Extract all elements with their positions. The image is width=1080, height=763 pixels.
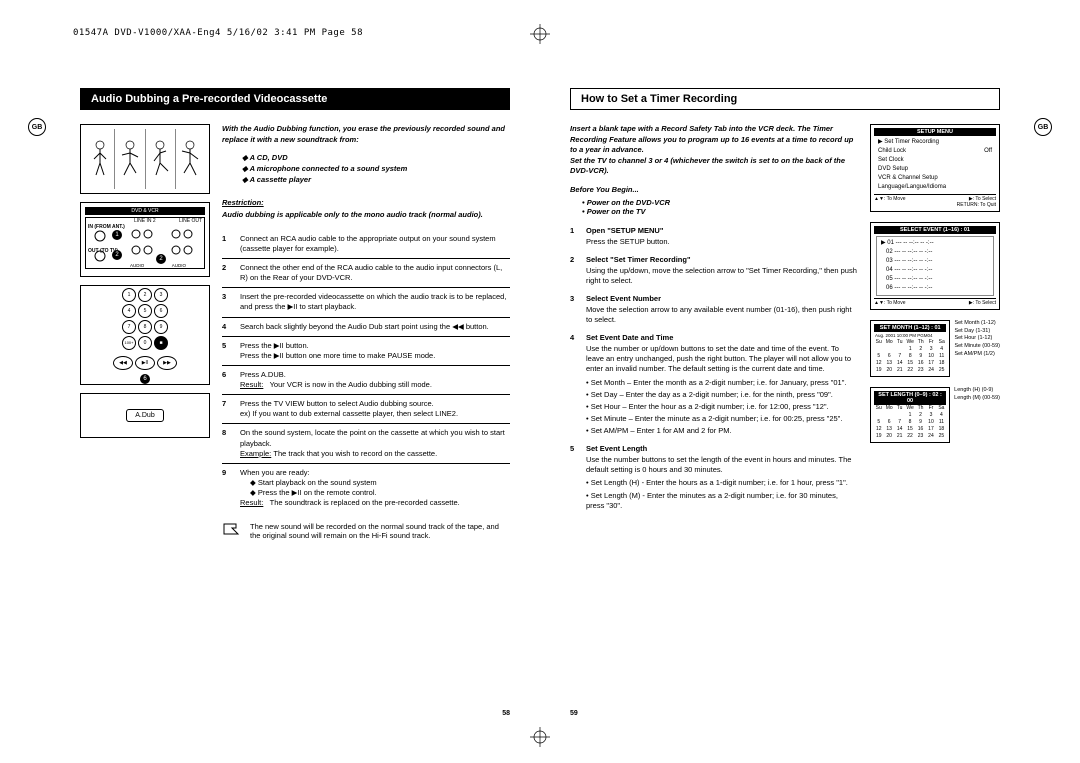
right-page: GB How to Set a Timer Recording Insert a… [540, 58, 1030, 723]
menu4-side: Length (H) (0-9) Length (M) (00-59) [954, 387, 1000, 443]
menu-set-month: SET MONTH (1–12) : 01 Aug. 2001 10:00 PM… [870, 320, 950, 377]
menu3-side: Set Month (1-12) Set Day (1-31) Set Hour… [954, 320, 1000, 377]
crop-mark-top [530, 24, 550, 44]
page-num-right: 59 [570, 710, 578, 717]
r-steps: 1Open "SETUP MENU"Press the SETUP button… [570, 226, 858, 511]
note-box: The new sound will be recorded on the no… [222, 522, 510, 540]
before-begin-label: Before You Begin... [570, 185, 858, 194]
r-intro: Insert a blank tape with a Record Safety… [570, 124, 858, 177]
steps-list: 1Connect an RCA audio cable to the appro… [222, 230, 510, 513]
page-spread: GB Audio Dubbing a Pre-recorded Videocas… [50, 58, 1030, 723]
intro-text: With the Audio Dubbing function, you era… [222, 124, 510, 145]
illus-connectors: DVD & VCR IN (FROM ANT.) OUT (TO TV) LIN… [80, 202, 210, 277]
menu-select-event: SELECT EVENT (1–16) : 01 ▶ 01 --- -- --:… [870, 222, 1000, 310]
illus-remote: 123 456 789 100+0■ ◀◀▶II▶▶ 6 [80, 285, 210, 385]
illus-scenes [80, 124, 210, 194]
restriction: Restriction: Audio dubbing is applicable… [222, 192, 510, 220]
left-page: GB Audio Dubbing a Pre-recorded Videocas… [50, 58, 540, 723]
left-title: Audio Dubbing a Pre-recorded Videocasset… [80, 88, 510, 110]
page-num-left: 58 [502, 710, 510, 717]
header-info: 01547A DVD-V1000/XAA-Eng4 5/16/02 3:41 P… [73, 28, 363, 38]
illus-adub: A.Dub [80, 393, 210, 438]
before-list: Power on the DVD-VCR Power on the TV [582, 198, 858, 216]
crop-mark-bottom [530, 727, 550, 747]
lang-tab-right: GB [1034, 118, 1052, 136]
lang-tab-left: GB [28, 118, 46, 136]
source-list: A CD, DVD A microphone connected to a so… [242, 153, 510, 184]
right-title: How to Set a Timer Recording [570, 88, 1000, 110]
menu-set-length: SET LENGTH (0–9) : 02 : 00 SuMoTuWeThFrS… [870, 387, 950, 443]
menu-setup: SETUP MENU ▶ Set Timer Recording Child L… [870, 124, 1000, 212]
